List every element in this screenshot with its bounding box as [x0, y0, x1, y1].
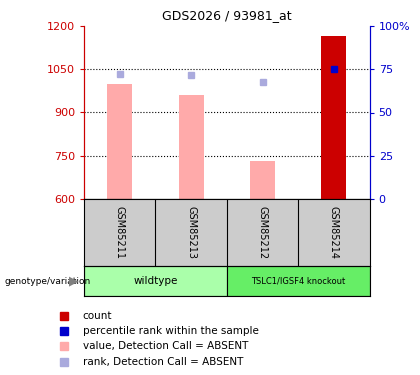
- Bar: [107, 84, 132, 199]
- Text: wildtype: wildtype: [133, 276, 178, 286]
- Bar: [178, 95, 204, 199]
- Text: rank, Detection Call = ABSENT: rank, Detection Call = ABSENT: [83, 357, 243, 367]
- Text: count: count: [83, 311, 112, 321]
- Bar: [321, 36, 346, 199]
- Title: GDS2026 / 93981_at: GDS2026 / 93981_at: [162, 9, 291, 22]
- Text: value, Detection Call = ABSENT: value, Detection Call = ABSENT: [83, 340, 248, 351]
- Bar: [250, 161, 275, 199]
- Text: GSM85213: GSM85213: [186, 206, 196, 259]
- Text: genotype/variation: genotype/variation: [4, 277, 90, 286]
- Text: GSM85212: GSM85212: [257, 206, 268, 259]
- Text: GSM85214: GSM85214: [329, 206, 339, 259]
- Text: TSLC1/IGSF4 knockout: TSLC1/IGSF4 knockout: [251, 277, 345, 286]
- Text: GSM85211: GSM85211: [115, 206, 125, 259]
- Bar: [84, 266, 227, 296]
- Text: ▶: ▶: [69, 275, 79, 288]
- Text: percentile rank within the sample: percentile rank within the sample: [83, 326, 259, 336]
- Bar: [227, 266, 370, 296]
